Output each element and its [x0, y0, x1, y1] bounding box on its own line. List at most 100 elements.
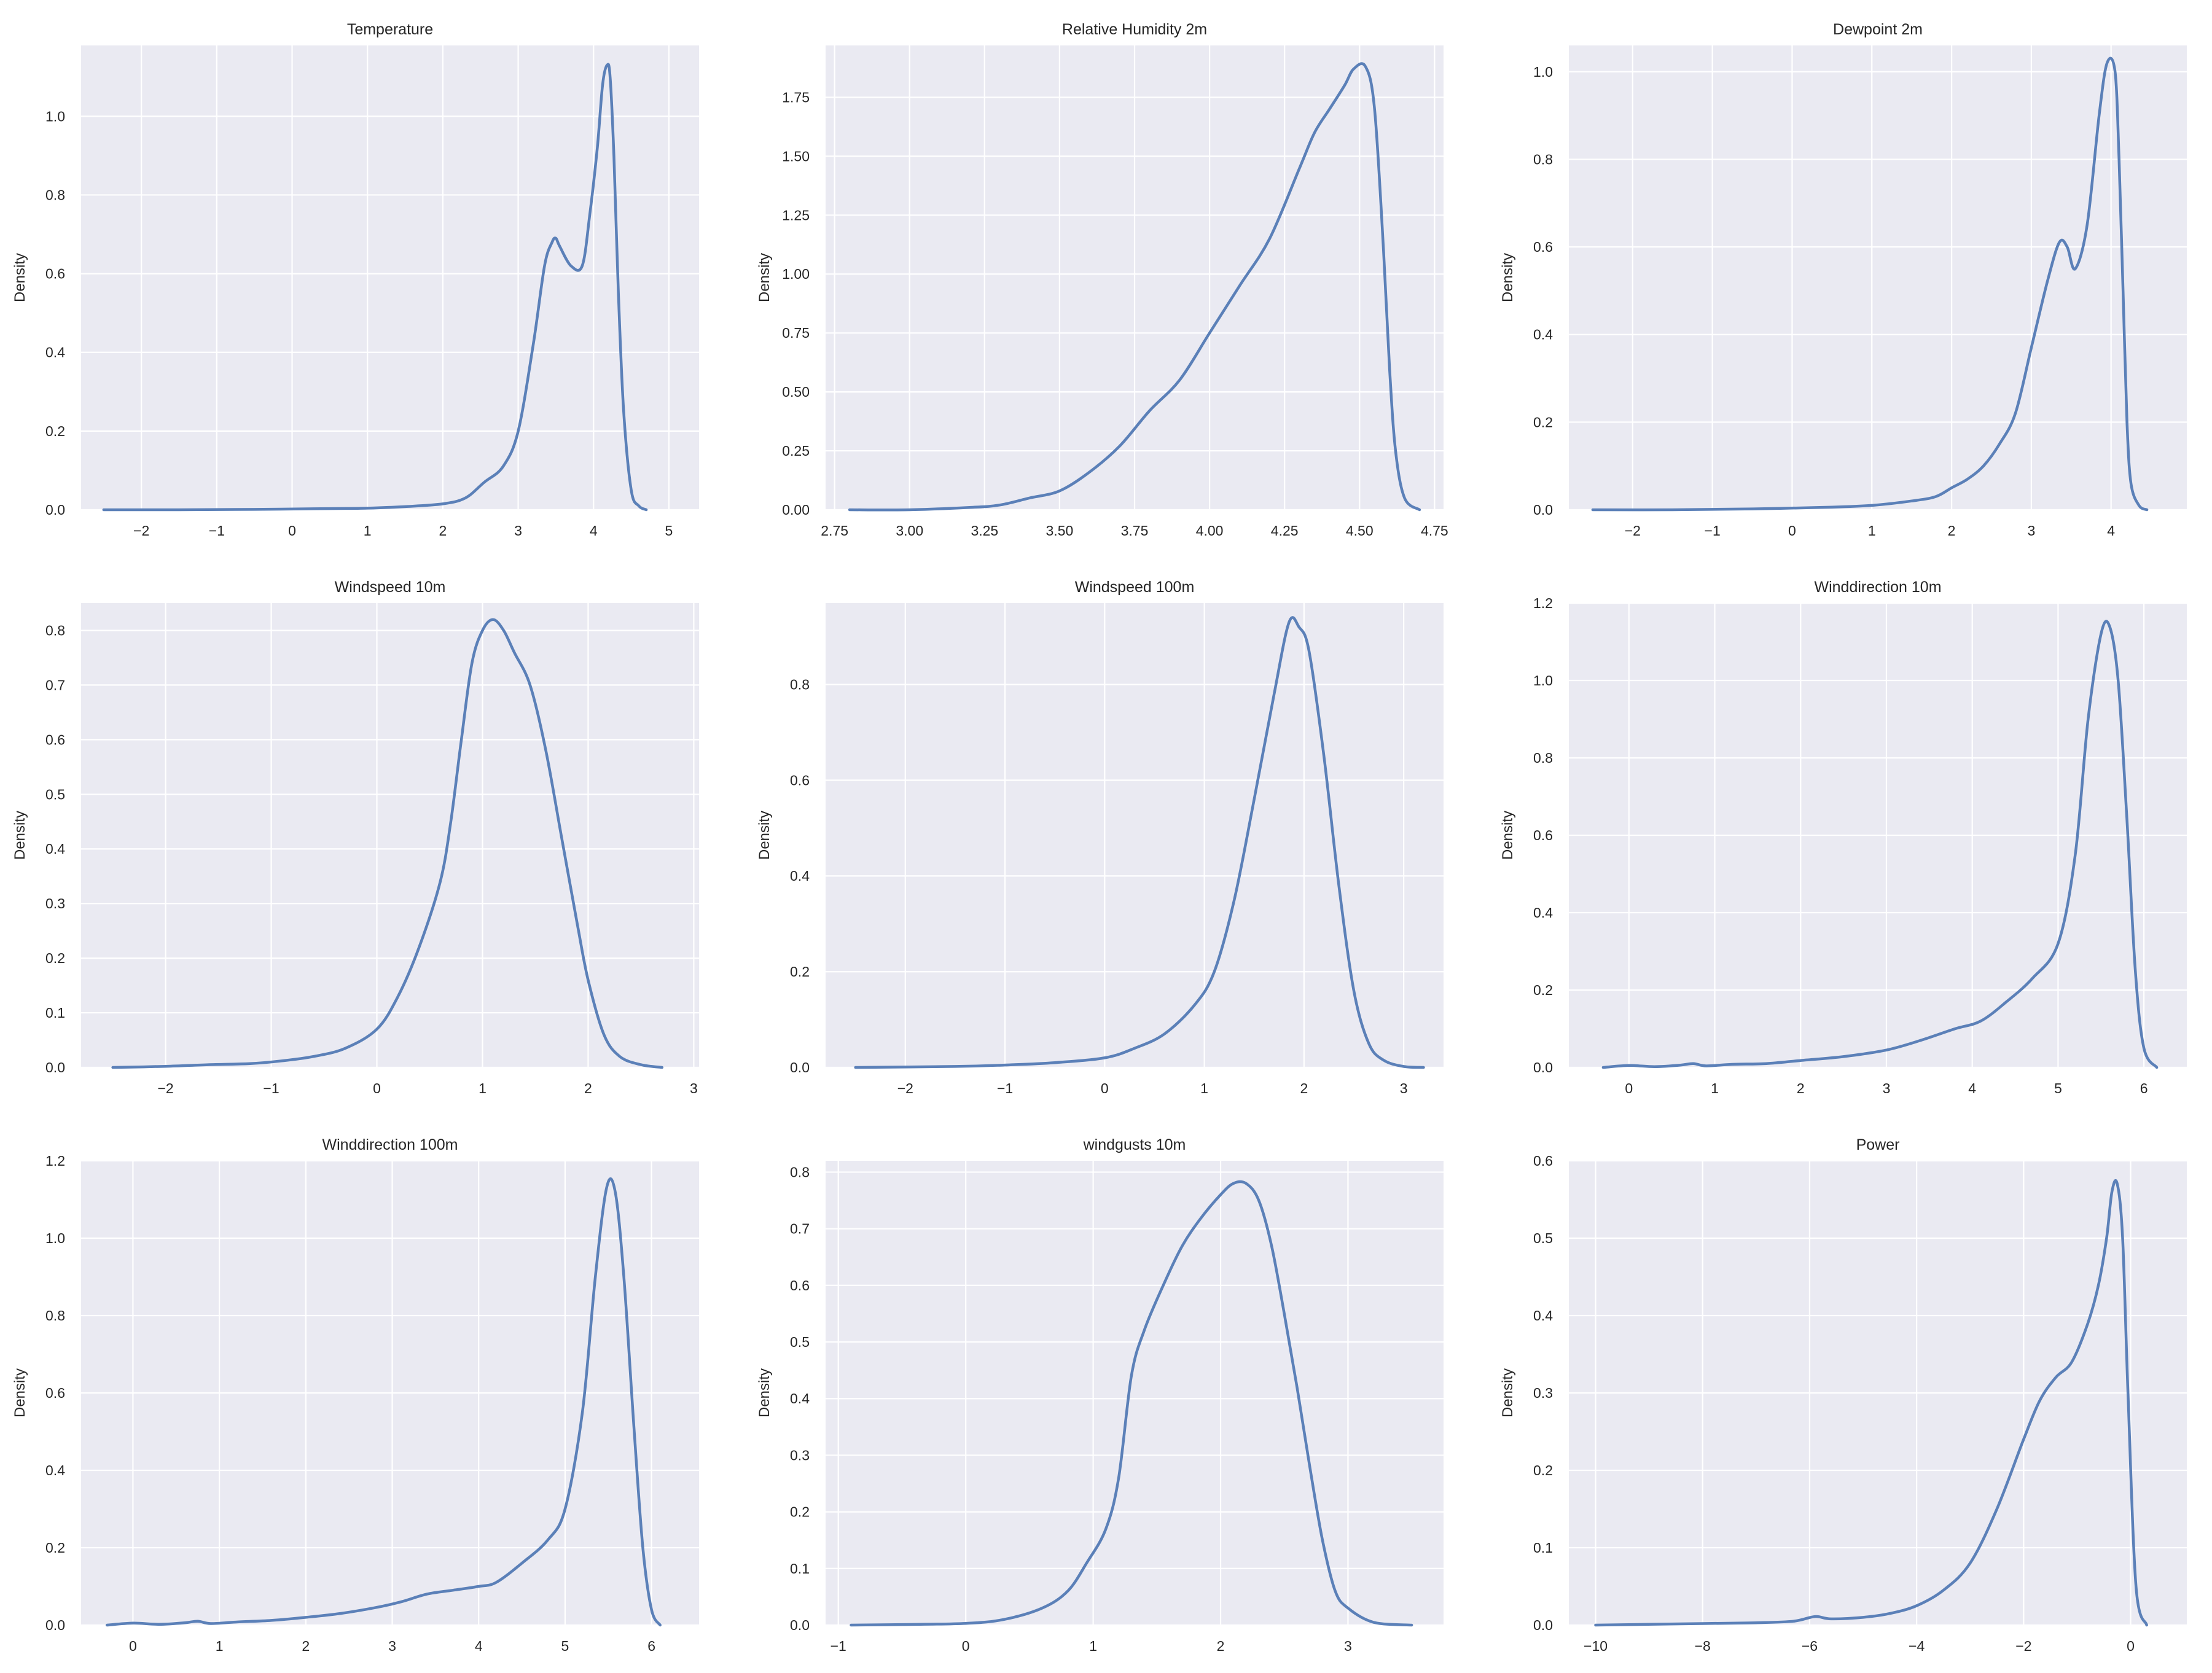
x-tick-label: −2 — [897, 1080, 913, 1096]
y-tick-label: 0.8 — [45, 187, 65, 203]
y-axis-label: Density — [1499, 1368, 1516, 1418]
y-tick-label: 0.2 — [790, 964, 810, 980]
plot-area — [81, 603, 699, 1067]
y-tick-label: 0.0 — [790, 1617, 810, 1633]
y-tick-label: 0.5 — [790, 1334, 810, 1350]
y-tick-label: 0.6 — [790, 1277, 810, 1293]
x-tick-label: −2 — [133, 523, 149, 539]
y-tick-label: 0.00 — [782, 502, 810, 518]
x-tick-label: −1 — [1705, 523, 1721, 539]
x-tick-label: 5 — [561, 1638, 569, 1654]
y-tick-label: 0.0 — [45, 502, 65, 518]
density-curve — [848, 62, 1421, 512]
y-tick-label: 0.0 — [1533, 1059, 1553, 1075]
x-tick-label: 2.75 — [821, 523, 848, 539]
y-tick-label: 0.50 — [782, 384, 810, 400]
density-curve — [1594, 1179, 2148, 1627]
x-tick-label: 4.50 — [1346, 523, 1374, 539]
y-tick-label: 0.2 — [790, 1504, 810, 1520]
y-tick-label: 0.6 — [45, 731, 65, 747]
x-tick-label: 0 — [288, 523, 296, 539]
y-tick-label: 1.25 — [782, 207, 810, 223]
x-tick-label: 5 — [665, 523, 673, 539]
subplot-2: 2.75 3.00 3.25 3.50 3.75 4.00 4.25 4.50 4.75 0.00… — [756, 21, 1448, 539]
x-tick-label: 4.25 — [1271, 523, 1299, 539]
y-tick-label: 0.3 — [790, 1447, 810, 1463]
y-tick-label: 1.0 — [1533, 673, 1553, 688]
chart-title: windgusts 10m — [1083, 1136, 1186, 1153]
y-tick-label: 0.6 — [45, 266, 65, 282]
x-tick-label: 3 — [690, 1080, 698, 1096]
y-tick-label: 0.2 — [45, 1540, 65, 1556]
x-tick-label: 1 — [1868, 523, 1876, 539]
subplot-5: −2 −1 0 1 2 3 0.0 0.2 0.4 0.6 0.8 Windspeed 100m Den… — [756, 579, 1444, 1096]
x-tick-label: 3 — [2027, 523, 2035, 539]
y-axis-label: Density — [756, 253, 773, 302]
subplot-6: 0 1 2 3 4 5 6 0.0 0.2 0.4 0.6 0.8 1.0 1.2 Winddirectio… — [1499, 579, 2187, 1096]
y-axis-label: Density — [12, 811, 28, 860]
y-axis-label: Density — [1499, 811, 1516, 860]
x-tick-label: 2 — [439, 523, 447, 539]
y-tick-label: 0.7 — [45, 677, 65, 693]
x-tick-label: 6 — [2140, 1080, 2148, 1096]
x-tick-label: 3.25 — [971, 523, 998, 539]
density-curve — [850, 1180, 1413, 1627]
chart-title: Windspeed 10m — [335, 579, 446, 596]
x-tick-label: 4.75 — [1421, 523, 1448, 539]
y-tick-label: 0.6 — [1533, 827, 1553, 843]
subplot-1: −2 −1 0 1 2 3 4 5 0.0 0.2 0.4 0.6 0.8 1.0 Temperature D… — [12, 21, 699, 539]
x-tick-label: 2 — [1797, 1080, 1805, 1096]
x-tick-label: −1 — [997, 1080, 1013, 1096]
x-tick-label: 1 — [1089, 1638, 1097, 1654]
y-axis-label: Density — [756, 1368, 773, 1418]
chart-title: Winddirection 100m — [322, 1136, 458, 1153]
y-tick-label: 0.5 — [45, 786, 65, 802]
x-tick-label: 0 — [129, 1638, 137, 1654]
density-curve — [111, 618, 664, 1069]
y-tick-label: 0.0 — [790, 1059, 810, 1075]
y-tick-label: 0.6 — [1533, 239, 1553, 255]
y-tick-label: 0.2 — [1533, 1462, 1553, 1478]
y-tick-label: 1.0 — [45, 108, 65, 124]
x-tick-label: 2 — [302, 1638, 310, 1654]
y-tick-label: 0.8 — [790, 1164, 810, 1180]
y-tick-label: 0.2 — [45, 423, 65, 439]
x-tick-label: 2 — [584, 1080, 592, 1096]
y-tick-label: 1.2 — [1533, 595, 1553, 611]
x-tick-label: 4 — [2107, 523, 2115, 539]
y-tick-label: 0.7 — [790, 1221, 810, 1237]
x-tick-label: −2 — [157, 1080, 173, 1096]
chart-title: Dewpoint 2m — [1833, 21, 1923, 38]
x-tick-label: 1 — [216, 1638, 224, 1654]
density-curve — [854, 616, 1425, 1069]
y-tick-label: 0.3 — [45, 895, 65, 911]
x-tick-label: 3 — [1344, 1638, 1352, 1654]
y-tick-label: 0.4 — [790, 1390, 810, 1406]
subplot-4: −2 −1 0 1 2 3 0.0 0.1 0.2 0.3 0.4 0.5 0.6 0.7 0.8 Winds… — [12, 579, 699, 1096]
y-tick-label: 1.75 — [782, 89, 810, 105]
x-tick-label: 1 — [364, 523, 372, 539]
subplot-8: −1 0 1 2 3 0.0 0.1 0.2 0.3 0.4 0.5 0.6 0.7 0.8 windgus… — [756, 1136, 1444, 1654]
y-tick-label: 1.2 — [45, 1153, 65, 1169]
y-tick-label: 0.8 — [1533, 151, 1553, 167]
x-tick-label: 0 — [1788, 523, 1796, 539]
density-curve — [102, 63, 648, 512]
x-tick-label: 3 — [388, 1638, 396, 1654]
y-tick-label: 0.4 — [1533, 1308, 1553, 1324]
y-axis-label: Density — [12, 253, 28, 302]
y-tick-label: 0.4 — [1533, 327, 1553, 343]
y-tick-label: 0.0 — [45, 1617, 65, 1633]
y-tick-label: 0.0 — [1533, 502, 1553, 518]
plot-area — [1569, 45, 2187, 510]
y-axis-label: Density — [12, 1368, 28, 1418]
x-tick-label: −2 — [2015, 1638, 2031, 1654]
y-tick-label: 0.1 — [790, 1561, 810, 1577]
x-tick-label: 3.50 — [1046, 523, 1074, 539]
x-tick-label: 4 — [475, 1638, 483, 1654]
y-tick-label: 0.8 — [1533, 750, 1553, 766]
plot-area — [826, 1161, 1444, 1625]
density-curve — [1601, 620, 2159, 1069]
x-tick-label: 0 — [962, 1638, 970, 1654]
x-tick-label: 0 — [373, 1080, 381, 1096]
